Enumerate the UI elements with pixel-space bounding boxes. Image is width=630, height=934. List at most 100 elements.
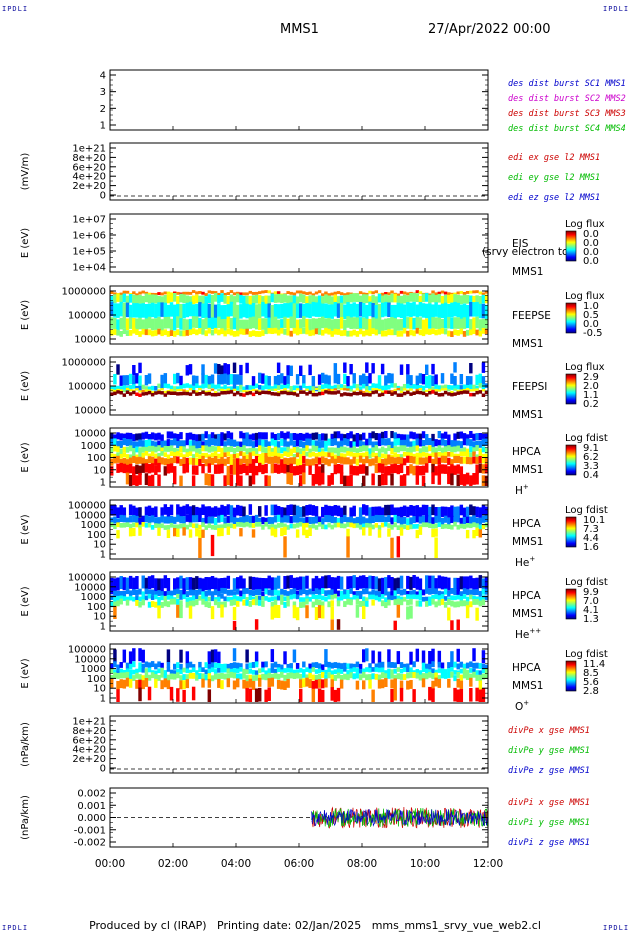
heat-cell: [128, 575, 133, 589]
heat-cell: [191, 664, 196, 670]
heat-cell: [132, 441, 136, 449]
heat-cell: [456, 455, 460, 463]
heat-cell: [365, 294, 369, 304]
heat-cell: [128, 389, 133, 392]
colorbar-tick: 1.6: [583, 542, 599, 553]
heat-cell: [308, 672, 312, 679]
heat-cell: [232, 465, 237, 475]
heat-cell: [362, 575, 366, 589]
heat-cell: [150, 318, 155, 331]
heat-cell: [242, 438, 246, 446]
heat-cell: [147, 446, 152, 452]
heat-cell: [472, 302, 476, 317]
heat-cell: [365, 438, 369, 446]
heat-cell: [321, 316, 325, 329]
heat-cell: [176, 389, 180, 392]
heat-cell: [122, 463, 127, 474]
heat-cell: [276, 464, 281, 474]
heat-cell: [176, 668, 180, 674]
heat-cell: [132, 466, 136, 476]
heat-cell: [128, 445, 133, 452]
heat-cell: [248, 669, 253, 674]
heat-cell: [333, 447, 338, 454]
heat-cell: [484, 457, 489, 465]
heat-cell: [128, 674, 133, 681]
heat-cell: [475, 302, 479, 317]
heat-cell: [113, 456, 117, 464]
heat-cell: [371, 317, 375, 329]
heat-cell: [346, 294, 350, 304]
heat-cell: [248, 391, 253, 395]
heat-cell: [302, 661, 306, 668]
heat-cell: [213, 446, 218, 453]
heat-cell: [198, 328, 202, 334]
heat-cell: [415, 438, 420, 446]
heat-cell: [308, 459, 312, 467]
heat-cell: [380, 515, 385, 523]
heat-cell: [201, 328, 205, 335]
heat-cell: [236, 386, 240, 391]
heat-cell: [418, 670, 423, 675]
heat-cell: [352, 575, 356, 589]
heat-cell: [220, 391, 224, 395]
heat-cell: [182, 330, 186, 337]
heat-cell: [450, 620, 454, 630]
heat-cell: [144, 515, 149, 523]
heat-cell: [447, 517, 451, 525]
heat-cell: [116, 293, 120, 302]
heat-cell: [173, 456, 177, 464]
heat-cell: [113, 303, 117, 318]
heat-cell: [374, 506, 379, 518]
heat-cell: [311, 318, 316, 330]
heat-cell: [264, 439, 268, 447]
heat-cell: [150, 432, 155, 440]
heat-cell: [308, 303, 312, 319]
heat-cell: [349, 293, 353, 303]
heat-cell: [406, 466, 410, 476]
heat-cell: [132, 675, 136, 681]
heat-cell: [207, 523, 212, 528]
heat-cell: [220, 432, 224, 440]
heat-cell: [450, 515, 454, 523]
heat-cell: [459, 600, 464, 607]
heat-cell: [317, 457, 322, 465]
heat-cell: [173, 472, 177, 485]
heat-cell: [402, 667, 407, 672]
heat-cell: [292, 601, 297, 608]
heat-cell: [459, 291, 464, 294]
heat-cell: [220, 463, 224, 474]
heat-cell: [182, 689, 186, 702]
heat-cell: [412, 589, 416, 596]
heat-cell: [173, 373, 177, 385]
heat-cell: [481, 433, 486, 441]
heat-cell: [478, 590, 483, 597]
heat-cell: [198, 454, 202, 459]
heat-cell: [365, 466, 369, 476]
heat-cell: [292, 295, 297, 305]
heat-cell: [245, 599, 249, 606]
heat-cell: [169, 669, 174, 675]
heat-cell: [261, 330, 265, 336]
heat-cell: [450, 302, 454, 318]
heat-cell: [122, 389, 127, 393]
heat-cell: [220, 578, 224, 591]
heat-cell: [440, 290, 445, 294]
heat-cell: [393, 457, 397, 465]
heat-cell: [229, 329, 234, 336]
heat-cell: [412, 317, 416, 330]
heat-cell: [195, 528, 199, 537]
heat-cell: [393, 438, 397, 446]
heat-cell: [346, 457, 350, 465]
heat-cell: [299, 448, 303, 455]
heat-cell: [453, 589, 457, 595]
heat-cell: [179, 391, 183, 396]
heat-cell: [261, 432, 265, 440]
heat-cell: [128, 454, 133, 460]
heat-cell: [465, 329, 470, 336]
heat-cell: [166, 516, 171, 524]
heat-cell: [213, 391, 218, 394]
heat-cell: [462, 292, 467, 295]
heat-cell: [166, 390, 171, 393]
heat-cell: [352, 591, 356, 598]
panel-frame: [109, 213, 489, 273]
